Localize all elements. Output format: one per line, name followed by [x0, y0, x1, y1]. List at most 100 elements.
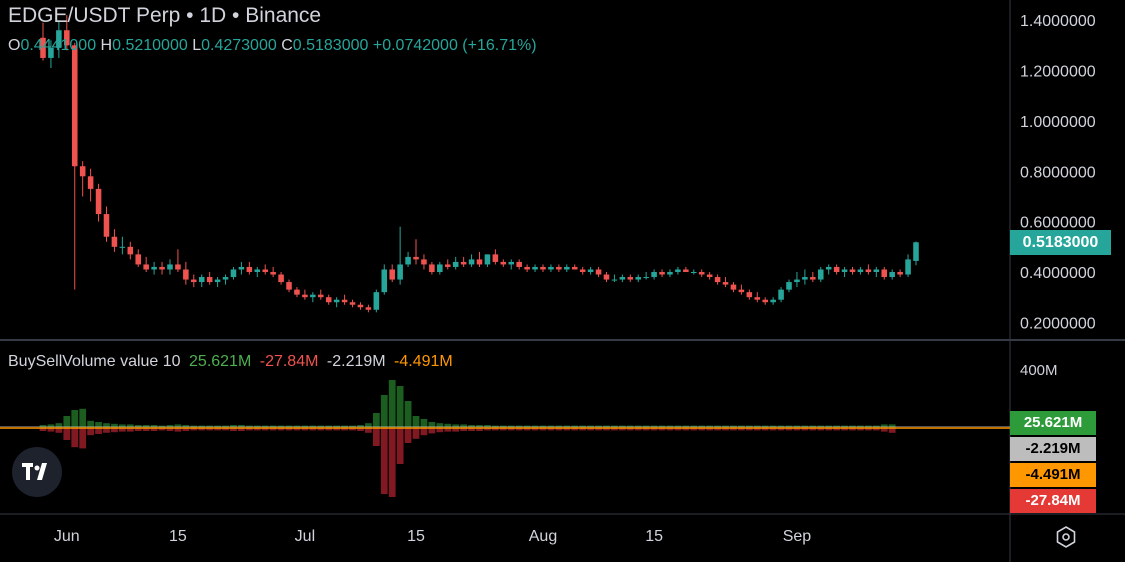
- tradingview-logo-icon[interactable]: [12, 447, 62, 497]
- candle-body: [151, 266, 157, 270]
- sell-volume-bar: [396, 428, 404, 464]
- price-tick-label: 0.8000000: [1020, 164, 1096, 181]
- candle-body: [381, 269, 388, 293]
- candle-body: [56, 30, 62, 48]
- sell-volume-bar: [690, 428, 698, 431]
- indicator-legend[interactable]: BuySellVolume value 10 25.621M -27.84M -…: [8, 353, 457, 371]
- low-label: L: [192, 37, 202, 54]
- sell-volume-bar: [611, 428, 618, 431]
- candlestick-series[interactable]: [40, 15, 919, 313]
- symbol-title[interactable]: EDGE/USDT Perp • 1D • Binance: [8, 4, 322, 27]
- sell-volume-bar: [555, 428, 563, 431]
- price-tick-label: 1.4000000: [1020, 13, 1096, 30]
- indicator-tag-net: -2.219M: [1010, 437, 1096, 461]
- candle-body: [48, 47, 54, 58]
- candle-body: [857, 269, 864, 272]
- buy-volume-bar: [365, 423, 372, 428]
- sell-volume-bar: [499, 428, 507, 431]
- sell-volume-bar: [118, 428, 126, 432]
- open-label: O: [8, 37, 21, 54]
- candle-body: [302, 294, 308, 298]
- buy-volume-bar: [412, 416, 420, 428]
- buy-volume-bar: [420, 419, 428, 428]
- sell-volume-bar: [126, 428, 134, 432]
- candle-body: [683, 269, 689, 272]
- candle-body: [460, 261, 467, 265]
- time-tick-label: 15: [169, 528, 187, 545]
- sell-volume-bar: [388, 428, 396, 497]
- candle-body: [508, 261, 515, 265]
- candle-body: [548, 266, 554, 270]
- candle-body: [238, 266, 245, 270]
- sell-volume-bar: [865, 428, 872, 431]
- sell-volume-bar: [714, 428, 721, 431]
- candle-body: [214, 279, 221, 283]
- indicator-axis-label: 400M: [1020, 362, 1058, 379]
- sell-volume-bar: [269, 428, 277, 431]
- candle-body: [143, 264, 149, 270]
- buy-volume-bar: [55, 423, 63, 428]
- sell-volume-bar: [587, 428, 594, 431]
- buy-volume-bar: [444, 423, 452, 428]
- sell-volume-bar: [134, 428, 142, 431]
- settings-hexagon-icon[interactable]: [1053, 524, 1079, 550]
- sell-volume-bar: [79, 428, 87, 449]
- candle-body: [230, 269, 237, 278]
- sell-volume-bar: [460, 428, 468, 431]
- candle-body: [421, 259, 427, 265]
- sell-volume-bar: [47, 428, 55, 432]
- time-axis[interactable]: Jun 15 Jul 15 Aug 15 Sep: [54, 528, 811, 545]
- candle-body: [698, 272, 705, 275]
- sell-volume-bar: [785, 428, 793, 431]
- sell-volume-bar: [730, 428, 737, 431]
- candle-body: [484, 254, 491, 265]
- candle-body: [897, 272, 903, 275]
- sell-volume-bar: [515, 428, 523, 431]
- sell-volume-bar: [325, 428, 333, 431]
- sell-volume-bar: [39, 428, 47, 431]
- candle-body: [278, 274, 284, 283]
- sell-volume-bar: [698, 428, 706, 431]
- candle-body: [71, 45, 78, 167]
- candle-body: [841, 269, 848, 272]
- sell-volume-bar: [888, 428, 896, 433]
- price-axis[interactable]: 1.4000000 1.2000000 1.0000000 0.8000000 0.60…: [1020, 13, 1096, 332]
- sell-volume-bar: [491, 428, 499, 431]
- candle-body: [310, 294, 316, 298]
- candle-body: [468, 259, 475, 265]
- sell-volume-bar: [642, 428, 650, 431]
- sell-volume-bar: [547, 428, 555, 431]
- buy-volume-bar: [95, 422, 102, 428]
- buy-volume-bar: [103, 423, 110, 428]
- change-value: +0.0742000 (+16.71%): [372, 37, 537, 54]
- time-tick-label: 15: [645, 528, 663, 545]
- high-value: 0.5210000: [112, 37, 188, 54]
- sell-volume-bar: [412, 428, 420, 439]
- time-tick-label: Jul: [295, 528, 315, 545]
- candle-body: [389, 269, 395, 280]
- sell-volume-bar: [174, 428, 182, 432]
- candle-body: [397, 264, 403, 280]
- candle-body: [111, 236, 118, 247]
- candle-body: [564, 266, 570, 270]
- candle-body: [405, 256, 411, 265]
- sell-volume-bar: [150, 428, 158, 431]
- candle-body: [849, 269, 856, 272]
- price-tick-label: 1.0000000: [1020, 114, 1096, 131]
- candle-body: [667, 272, 673, 275]
- low-value: 0.4273000: [201, 37, 277, 54]
- sell-volume-bar: [293, 428, 301, 431]
- candle-body: [532, 266, 538, 270]
- sell-volume-bar: [349, 428, 356, 431]
- candle-body: [611, 279, 618, 281]
- candle-body: [865, 269, 872, 272]
- candle-body: [714, 277, 721, 283]
- price-tick-label: 0.2000000: [1020, 315, 1096, 332]
- candle-body: [429, 264, 435, 272]
- sell-volume-bar: [618, 428, 626, 431]
- candle-body: [294, 289, 300, 295]
- sell-volume-bar: [738, 428, 745, 431]
- sell-volume-bar: [238, 428, 245, 431]
- indicator-name[interactable]: BuySellVolume value 10: [8, 353, 181, 370]
